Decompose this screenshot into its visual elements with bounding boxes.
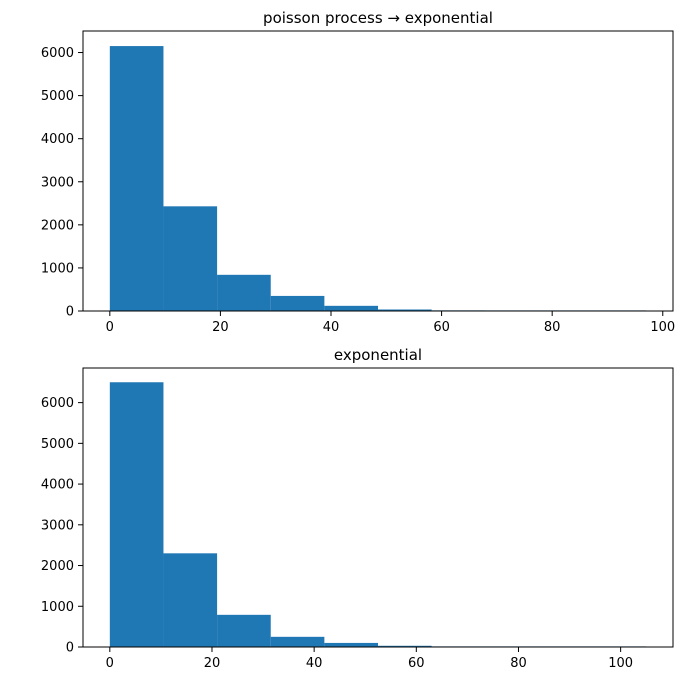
bottom-histogram-panel: 0 20 40 60 80 1000100020003000400050006000exp…: [41, 346, 674, 671]
bottom-histogram-bar: [163, 553, 218, 647]
top-histogram-bar: [163, 206, 218, 311]
top-x-tick-label: 20: [212, 320, 229, 335]
top-y-tick-label: 1000: [41, 261, 74, 276]
bottom-x-tick-label: 40: [306, 656, 323, 671]
bottom-histogram-bar: [324, 642, 378, 647]
bottom-x-tick-label: 20: [204, 656, 221, 671]
bottom-axes-frame: [82, 367, 674, 648]
top-x-tick-label: 100: [650, 320, 675, 335]
top-histogram-bar: [270, 295, 325, 311]
top-y-tick-label: 3000: [41, 175, 74, 190]
bottom-histogram-bar: [378, 645, 432, 647]
top-x-tick-label: 0: [106, 320, 114, 335]
top-y-tick-label: 6000: [41, 46, 74, 61]
bottom-y-tick-label: 4000: [41, 478, 74, 493]
bottom-histogram-bar: [217, 614, 271, 647]
top-y-tick-label: 5000: [41, 89, 74, 104]
bottom-histogram-bar: [109, 382, 164, 647]
top-y-tick-label: 2000: [41, 218, 74, 233]
top-y-tick-label: 0: [66, 305, 74, 320]
top-axes-frame: [82, 30, 674, 312]
top-x-tick-label: 80: [544, 320, 561, 335]
top-histogram-bar: [217, 274, 271, 311]
bottom-y-tick-label: 1000: [41, 600, 74, 615]
bottom-x-tick-label: 60: [408, 656, 425, 671]
top-x-tick-label: 60: [433, 320, 450, 335]
bottom-x-tick-label: 100: [608, 656, 633, 671]
bottom-chart-title: exponential: [334, 346, 422, 364]
bottom-y-tick-label: 3000: [41, 518, 74, 533]
top-histogram-bar: [324, 305, 378, 311]
top-histogram-panel: 0 20 40 60 80 1000100020003000400050006000poi…: [41, 9, 675, 335]
bottom-x-tick-label: 80: [510, 656, 527, 671]
bottom-histogram-bar: [270, 636, 325, 647]
bottom-y-tick-label: 2000: [41, 559, 74, 574]
bottom-y-tick-label: 6000: [41, 396, 74, 411]
top-y-tick-label: 4000: [41, 132, 74, 147]
bottom-x-tick-label: 0: [106, 656, 114, 671]
top-chart-title: poisson process → exponential: [263, 9, 493, 27]
top-x-tick-label: 40: [323, 320, 340, 335]
bottom-y-tick-label: 0: [66, 641, 74, 656]
bottom-y-tick-label: 5000: [41, 437, 74, 452]
top-histogram-bar: [109, 46, 164, 311]
top-histogram-bar: [378, 309, 432, 311]
